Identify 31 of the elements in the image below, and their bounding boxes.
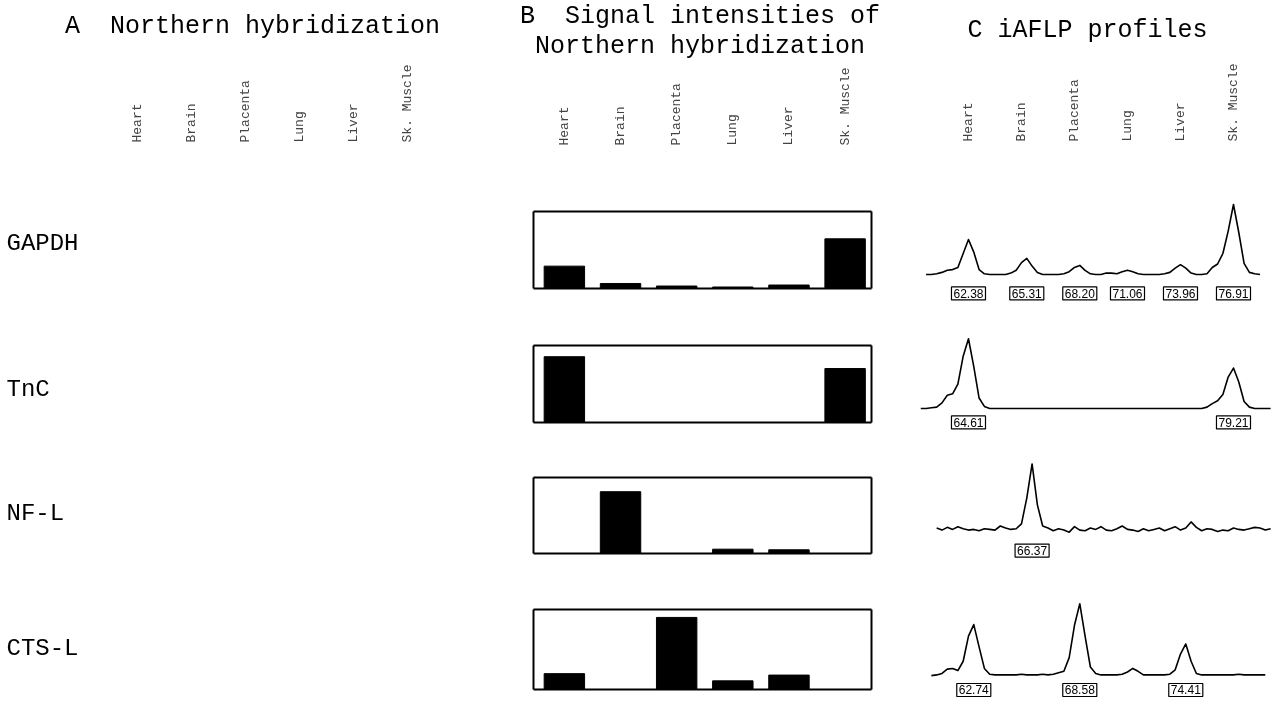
text: 66.37 (1017, 544, 1048, 559)
text: 74.41 (1170, 683, 1202, 698)
x-tick-label: Sk. Muscle (1225, 63, 1241, 142)
x-tick-label: Liver (1172, 102, 1188, 142)
text: 68.58 (1064, 683, 1096, 698)
text: 68.20 (1064, 286, 1096, 301)
text: 64.61 (953, 415, 984, 430)
chart-title: C iAFLP profiles (966, 15, 1209, 46)
x-tick-label: Placenta (669, 82, 685, 146)
x-tick-label: Placenta (1066, 78, 1082, 142)
x-tick-label: Lung (1119, 110, 1135, 142)
text: 62.38 (953, 286, 984, 301)
text: 76.91 (1218, 286, 1249, 301)
x-tick-label: Brain (613, 106, 629, 146)
chart-title: B Signal intensities of Northern hybridization (518, 1, 882, 62)
x-tick-label: Heart (960, 102, 976, 142)
x-tick-label: Lung (725, 114, 741, 146)
x-tick-label: Sk. Muscle (837, 67, 853, 146)
text: CTS-L (6, 635, 79, 662)
text: 62.74 (958, 683, 990, 698)
x-tick-label: Brain (1013, 102, 1029, 142)
x-tick-label: Liver (781, 106, 797, 146)
text: 71.06 (1112, 286, 1143, 301)
x-tick-label: Heart (556, 106, 572, 146)
text: 79.21 (1218, 415, 1249, 430)
text: 73.96 (1165, 286, 1196, 301)
text: A Northern hybridization (63, 11, 442, 42)
text: NF-L (6, 500, 65, 527)
text: GAPDH (6, 230, 79, 257)
text: 65.31 (1011, 286, 1043, 301)
text: TnC (6, 376, 50, 403)
